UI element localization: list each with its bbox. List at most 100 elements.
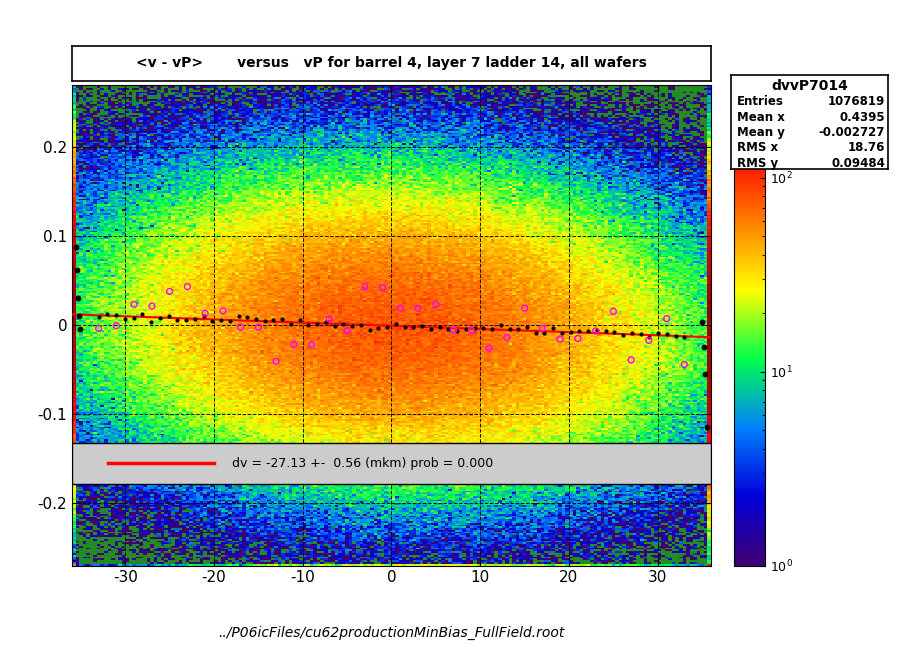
Point [357,281,372,292]
Text: Mean y: Mean y [737,126,785,139]
Point [642,335,656,346]
Bar [72,443,711,484]
Point [553,334,567,345]
Point [170,315,184,325]
Point [216,306,230,316]
Point [441,324,455,335]
Text: dv = -27.13 +-  0.56 (mkm) prob = 0.000: dv = -27.13 +- 0.56 (mkm) prob = 0.000 [231,456,493,469]
Point [205,315,220,326]
Point [380,322,394,332]
Point [92,312,106,322]
Text: RMS y: RMS y [737,157,778,170]
Text: 0.09484: 0.09484 [832,157,886,170]
Point [145,301,159,311]
Point [467,322,482,333]
Point [589,326,603,336]
Point [69,241,84,252]
Point [571,333,585,344]
Text: Entries: Entries [737,96,784,109]
Point [73,324,87,335]
Point [537,328,552,338]
Point [118,314,132,324]
Point [476,323,491,333]
Point [651,328,665,338]
Point [340,326,355,336]
Point [266,315,281,326]
Text: ../P06icFiles/cu62productionMinBias_FullField.root: ../P06icFiles/cu62productionMinBias_Full… [219,626,564,640]
Point [198,308,212,318]
Point [240,311,255,322]
Point [153,313,167,324]
Point [502,324,517,335]
Point [393,303,408,313]
Point [162,286,176,296]
Point [100,309,114,319]
Text: dvvP7014: dvvP7014 [771,79,848,94]
Point [643,332,657,343]
Point [616,330,630,341]
Point [284,318,298,329]
Point [214,315,229,326]
Point [222,316,237,326]
Point [625,328,639,338]
Point [698,369,712,379]
Point [135,309,149,319]
Point [660,313,674,324]
Point [109,320,123,331]
Point [546,323,561,333]
Point [251,322,266,332]
Point [590,325,604,335]
Point [269,356,284,367]
Point [634,329,648,339]
Point [302,320,316,330]
Point [528,328,543,339]
Text: <v - vP>       versus   vP for barrel 4, layer 7 ladder 14, all wafers: <v - vP> versus vP for barrel 4, layer 7… [136,57,647,70]
Point [371,323,385,333]
Point [144,317,158,327]
Point [92,323,106,333]
Point [248,314,263,324]
Point [275,314,290,324]
Point [231,311,246,322]
Point [695,317,709,328]
Point [337,319,351,330]
Text: Mean x: Mean x [737,111,785,124]
Point [581,326,596,337]
Point [554,328,569,339]
Point [450,326,464,337]
Point [389,319,403,330]
Point [415,320,429,331]
Point [598,326,613,336]
Point [536,323,550,333]
Point [322,314,337,324]
Point [71,293,86,304]
Point [363,325,377,335]
Point [70,265,85,275]
Point [304,339,319,350]
Point [697,342,711,352]
Point [406,321,420,332]
Point [677,332,691,342]
Point [161,310,176,320]
Point [624,355,638,365]
Point [677,359,691,370]
Point [411,303,426,313]
Point [196,311,211,322]
Point [660,329,674,339]
Point [572,326,587,336]
Point [446,325,461,335]
Point [608,327,622,337]
Text: -0.002727: -0.002727 [819,126,886,139]
Point [310,319,324,330]
Point [482,343,496,354]
Text: 18.76: 18.76 [848,141,886,154]
Text: 1076819: 1076819 [828,96,886,109]
Point [180,281,194,292]
Point [287,339,302,350]
Point [485,324,500,335]
Point [292,315,307,326]
Point [109,310,123,320]
Text: RMS x: RMS x [737,141,778,154]
Point [257,315,272,326]
Point [518,303,532,313]
